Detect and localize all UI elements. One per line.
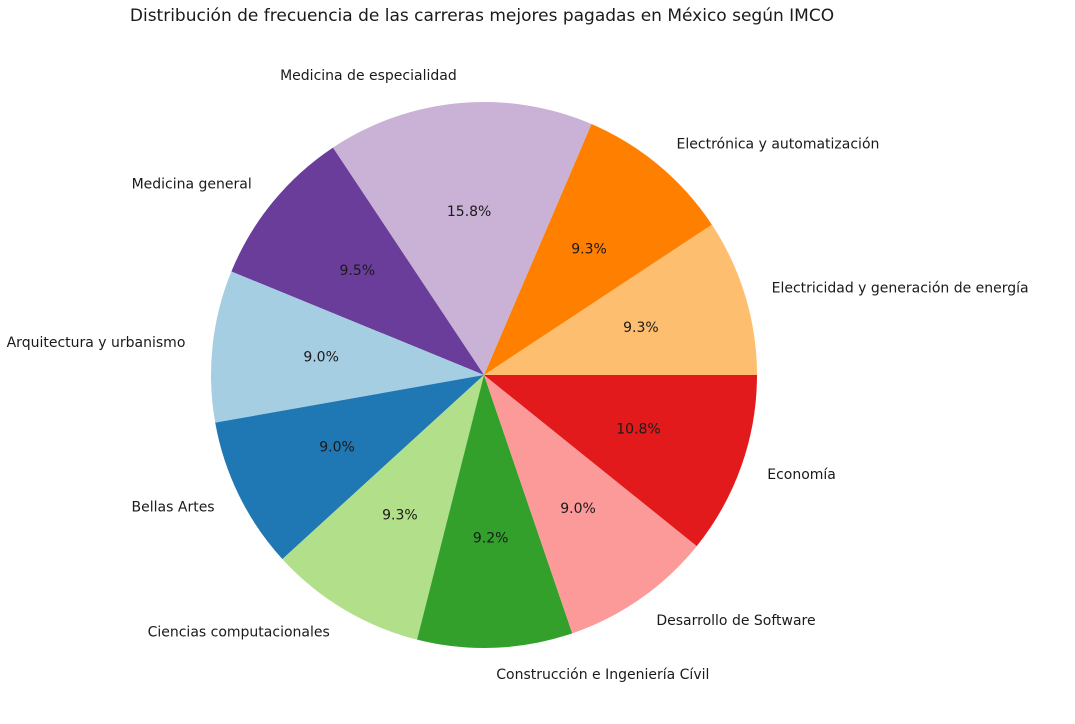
- slice-label: Arquitectura y urbanismo: [7, 335, 186, 351]
- pie-labels: Electricidad y generación de energía 9.3%…: [7, 68, 1029, 683]
- pie-slices: [211, 102, 757, 648]
- slice-label: Medicina de especialidad: [280, 68, 457, 84]
- pie-slice: [332, 102, 592, 376]
- slice-percent-label: 10.8%: [616, 421, 660, 437]
- slice-label: Construcción e Ingeniería Cívil: [496, 667, 709, 683]
- slice-percent-label: 15.8%: [447, 204, 491, 220]
- slice-percent-label: 9.5%: [340, 263, 376, 279]
- slice-percent-label: 9.2%: [473, 531, 509, 547]
- slice-percent-label: 9.0%: [319, 439, 355, 455]
- pie-slice: [215, 375, 484, 560]
- slice-percent-label: 9.3%: [571, 241, 607, 257]
- chart-title: Distribución de frecuencia de las carrer…: [129, 6, 835, 26]
- pie-slice: [484, 224, 757, 375]
- slice-percent-label: 9.0%: [303, 350, 339, 366]
- slice-label: Desarrollo de Software: [656, 613, 815, 629]
- slice-label: Bellas Artes: [132, 500, 215, 516]
- pie-slice: [282, 375, 484, 640]
- pie-slice: [211, 271, 485, 423]
- slice-label: Ciencias computacionales: [148, 625, 330, 641]
- slice-label: Economía: [767, 467, 836, 483]
- pie-slice: [417, 375, 573, 648]
- pie-slice: [484, 375, 757, 547]
- slice-percent-label: 9.3%: [623, 320, 659, 336]
- slice-percent-label: 9.3%: [382, 508, 418, 524]
- slice-label: Medicina general: [132, 177, 252, 193]
- slice-label: Electrónica y automatización: [677, 137, 880, 153]
- pie-slice: [484, 375, 697, 634]
- slice-label: Electricidad y generación de energía: [772, 281, 1029, 297]
- pie-slice: [231, 147, 484, 375]
- slice-percent-label: 9.0%: [560, 501, 596, 517]
- pie-slice: [484, 124, 712, 375]
